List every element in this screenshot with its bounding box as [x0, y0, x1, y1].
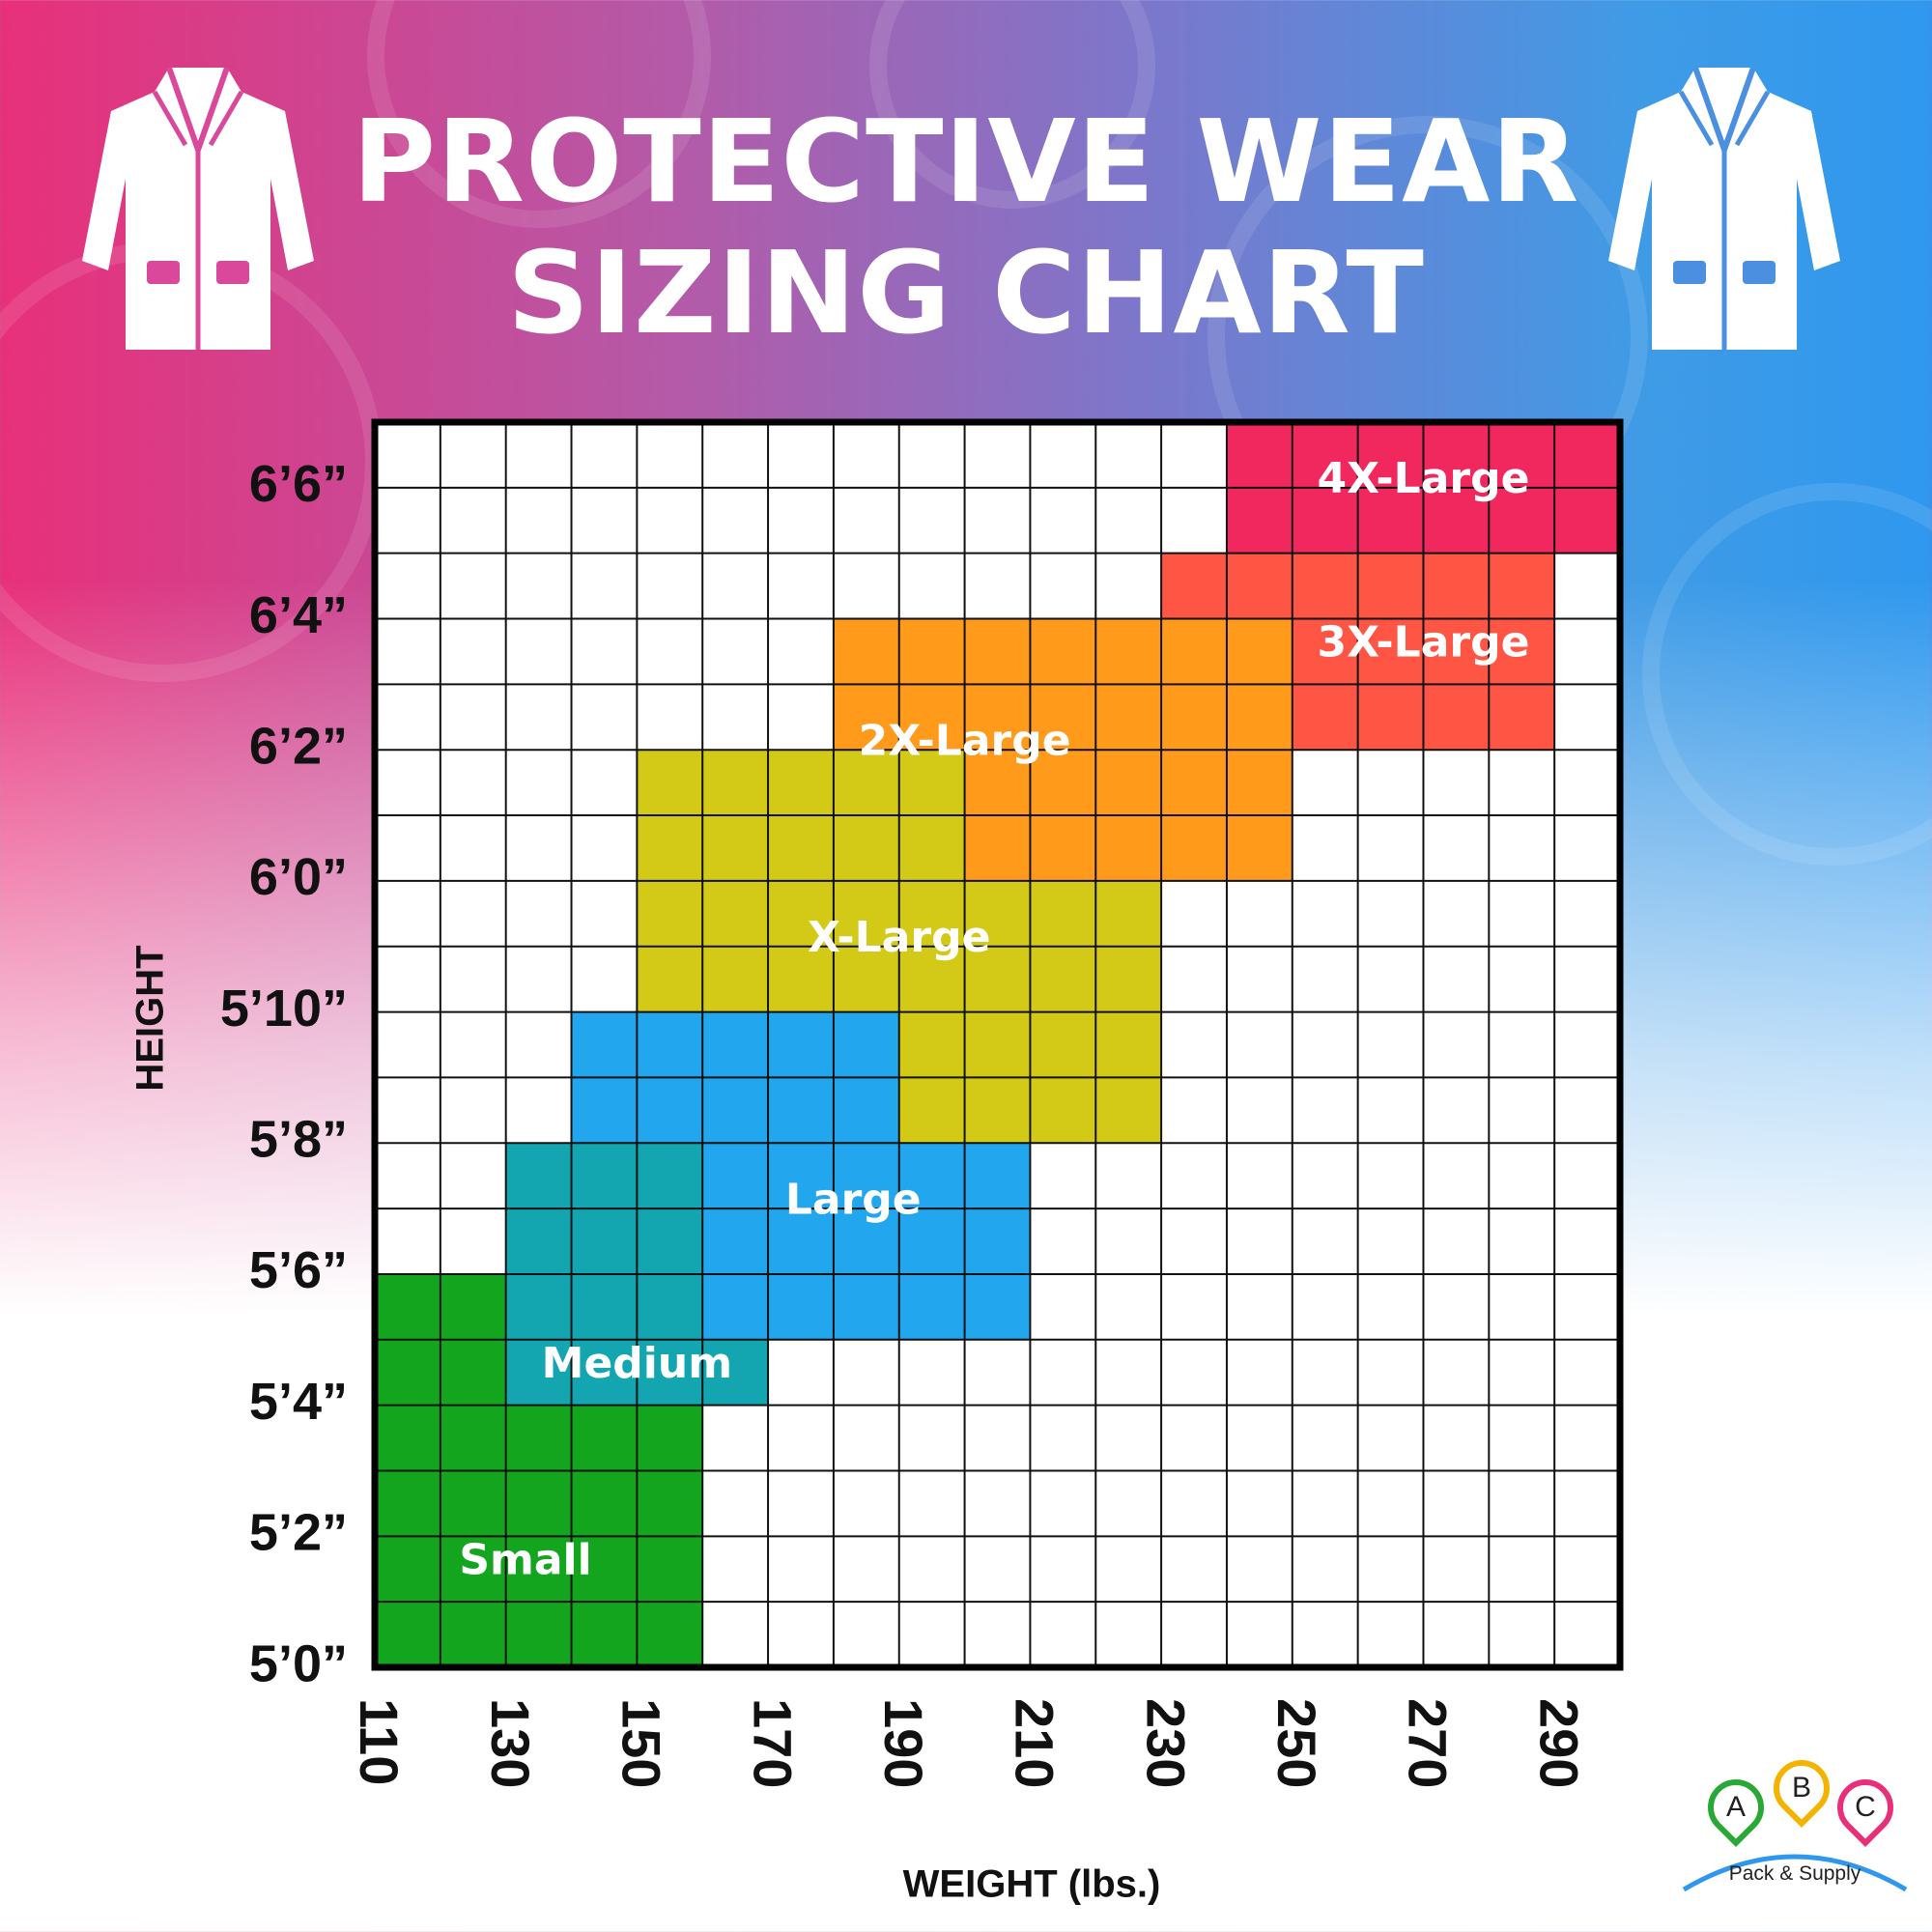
x-tick-label: 150	[611, 1698, 672, 1788]
x-tick-label: 110	[349, 1698, 410, 1785]
y-tick-label: 5’2”	[249, 1504, 348, 1562]
y-tick-label: 5’8”	[249, 1111, 348, 1169]
size-region-large	[702, 1143, 1031, 1340]
y-tick-label: 6’0”	[249, 848, 348, 906]
region-label-small: Small	[459, 1535, 591, 1584]
x-tick-label: 250	[1266, 1698, 1327, 1788]
region-label-x-large: X-Large	[808, 913, 990, 962]
region-label-2x-large: 2X-Large	[859, 716, 1071, 765]
region-label-medium: Medium	[542, 1339, 732, 1388]
x-tick-label: 230	[1135, 1698, 1196, 1788]
x-tick-label: 190	[873, 1698, 934, 1788]
lab-coat-icon	[1608, 68, 1840, 350]
x-tick-label: 210	[1005, 1698, 1065, 1788]
y-tick-label: 5’6”	[249, 1241, 348, 1299]
lab-coat-icon	[82, 68, 314, 350]
plot-border	[371, 418, 1624, 1671]
x-tick-label: 170	[742, 1698, 803, 1788]
x-tick-label: 290	[1528, 1698, 1589, 1788]
region-label-4x-large: 4X-Large	[1317, 454, 1529, 503]
x-axis-title: WEIGHT (lbs.)	[903, 1863, 1161, 1906]
y-tick-label: 5’10”	[220, 980, 348, 1037]
y-tick-label: 5’4”	[249, 1373, 348, 1431]
logo-pin-b: B	[1761, 1747, 1842, 1829]
y-tick-label: 6’2”	[249, 717, 348, 775]
region-label-large: Large	[785, 1175, 922, 1224]
x-tick-label: 130	[480, 1698, 541, 1788]
chart-title-line-2: SIZING CHART	[507, 226, 1425, 359]
y-tick-label: 5’0”	[249, 1634, 348, 1692]
region-label-3x-large: 3X-Large	[1317, 618, 1529, 668]
x-tick-label: 270	[1398, 1698, 1459, 1788]
company-logo: A B C Pack & Supply	[1679, 1747, 1911, 1913]
chart-title-line-1: PROTECTIVE WEAR	[352, 95, 1580, 228]
y-tick-label: 6’4”	[249, 586, 348, 644]
y-axis-title: HEIGHT	[129, 945, 172, 1091]
y-tick-label: 6’6”	[249, 455, 348, 513]
logo-arc	[1682, 1854, 1908, 1891]
logo-name: Pack & Supply	[1728, 1862, 1861, 1885]
